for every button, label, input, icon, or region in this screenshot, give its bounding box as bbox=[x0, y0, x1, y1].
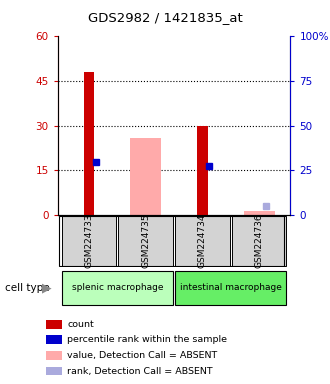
Bar bbox=[244, 210, 275, 215]
Bar bbox=[46, 367, 62, 375]
Bar bbox=[197, 126, 208, 215]
Text: intestinal macrophage: intestinal macrophage bbox=[180, 283, 282, 293]
Bar bbox=[84, 72, 94, 215]
Bar bbox=[62, 215, 116, 266]
Text: GSM224735: GSM224735 bbox=[141, 214, 150, 268]
Bar bbox=[46, 351, 62, 359]
Text: count: count bbox=[67, 320, 94, 329]
Text: cell type: cell type bbox=[5, 283, 50, 293]
Text: ▶: ▶ bbox=[42, 281, 51, 295]
Text: GSM224733: GSM224733 bbox=[84, 214, 93, 268]
Text: GDS2982 / 1421835_at: GDS2982 / 1421835_at bbox=[88, 11, 242, 24]
Text: splenic macrophage: splenic macrophage bbox=[72, 283, 163, 293]
Text: rank, Detection Call = ABSENT: rank, Detection Call = ABSENT bbox=[67, 366, 213, 376]
Bar bbox=[118, 215, 173, 266]
Text: GSM224736: GSM224736 bbox=[255, 214, 264, 268]
Text: GSM224734: GSM224734 bbox=[198, 214, 207, 268]
Bar bbox=[46, 320, 62, 329]
Text: value, Detection Call = ABSENT: value, Detection Call = ABSENT bbox=[67, 351, 217, 360]
Bar bbox=[62, 271, 173, 305]
Bar bbox=[46, 336, 62, 344]
Text: percentile rank within the sample: percentile rank within the sample bbox=[67, 335, 227, 344]
Bar bbox=[175, 215, 230, 266]
Bar bbox=[175, 271, 286, 305]
Bar bbox=[130, 138, 161, 215]
Bar bbox=[232, 215, 286, 266]
